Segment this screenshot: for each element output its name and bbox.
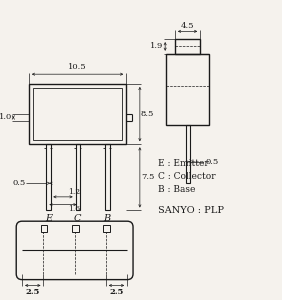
Text: C : Collector: C : Collector — [158, 172, 216, 181]
Bar — [103, 225, 110, 232]
Text: 10.5: 10.5 — [68, 63, 87, 71]
Text: 0.5: 0.5 — [205, 158, 218, 166]
Text: 1.9: 1.9 — [150, 42, 163, 50]
Text: 1.2: 1.2 — [69, 188, 81, 196]
Bar — [105, 144, 110, 211]
Bar — [175, 39, 200, 54]
Text: B: B — [103, 214, 110, 223]
Text: 2.5: 2.5 — [109, 288, 124, 296]
Text: 2.5: 2.5 — [26, 288, 40, 296]
Text: C: C — [74, 214, 81, 223]
Text: E : Emitter: E : Emitter — [158, 159, 209, 168]
Bar — [33, 88, 122, 140]
Bar — [186, 125, 190, 183]
Bar — [29, 84, 126, 144]
Bar — [72, 225, 78, 232]
Bar — [166, 54, 209, 125]
Bar — [41, 225, 47, 232]
Text: 7.5: 7.5 — [141, 173, 154, 181]
Text: 1.0: 1.0 — [0, 113, 12, 122]
Text: 8.5: 8.5 — [141, 110, 154, 118]
Text: B : Base: B : Base — [158, 184, 196, 194]
Text: 1.6: 1.6 — [69, 205, 81, 212]
Text: SANYO : PLP: SANYO : PLP — [158, 206, 224, 215]
Bar — [76, 144, 80, 211]
Text: 4.5: 4.5 — [181, 22, 194, 29]
Text: 0.5: 0.5 — [12, 179, 26, 187]
Bar — [47, 144, 51, 211]
Text: E: E — [45, 214, 52, 223]
